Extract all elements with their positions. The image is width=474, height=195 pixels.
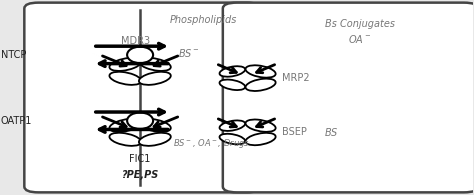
Ellipse shape [139, 133, 171, 146]
Ellipse shape [127, 47, 153, 63]
Text: MRP2: MRP2 [282, 73, 310, 83]
Ellipse shape [139, 58, 171, 71]
Ellipse shape [219, 134, 245, 144]
Ellipse shape [246, 120, 276, 132]
Ellipse shape [109, 133, 141, 146]
Text: $OA^-$: $OA^-$ [348, 33, 372, 45]
Ellipse shape [246, 133, 276, 145]
FancyBboxPatch shape [24, 3, 261, 192]
Text: $BS^-$, $OA^-$, Drugs: $BS^-$, $OA^-$, Drugs [173, 137, 250, 151]
Ellipse shape [109, 58, 141, 71]
Ellipse shape [219, 66, 245, 77]
Text: BSEP: BSEP [282, 127, 307, 137]
Text: OATP1: OATP1 [0, 116, 32, 126]
Ellipse shape [246, 65, 276, 78]
Text: FIC1: FIC1 [129, 154, 151, 164]
Text: $BS$: $BS$ [324, 126, 339, 138]
Ellipse shape [109, 72, 141, 85]
Ellipse shape [139, 72, 171, 85]
Text: NTCP: NTCP [0, 50, 26, 60]
Text: $BS^-$: $BS^-$ [178, 47, 200, 59]
FancyBboxPatch shape [223, 3, 474, 192]
Text: ?PE,PS: ?PE,PS [121, 170, 159, 180]
Ellipse shape [219, 121, 245, 131]
Ellipse shape [127, 113, 153, 129]
Text: Phospholipids: Phospholipids [170, 15, 237, 25]
Text: Bs Conjugates: Bs Conjugates [325, 19, 395, 29]
Ellipse shape [246, 79, 276, 91]
Ellipse shape [219, 80, 245, 90]
Text: MDR3: MDR3 [121, 36, 150, 46]
Ellipse shape [109, 119, 141, 132]
Ellipse shape [139, 119, 171, 132]
